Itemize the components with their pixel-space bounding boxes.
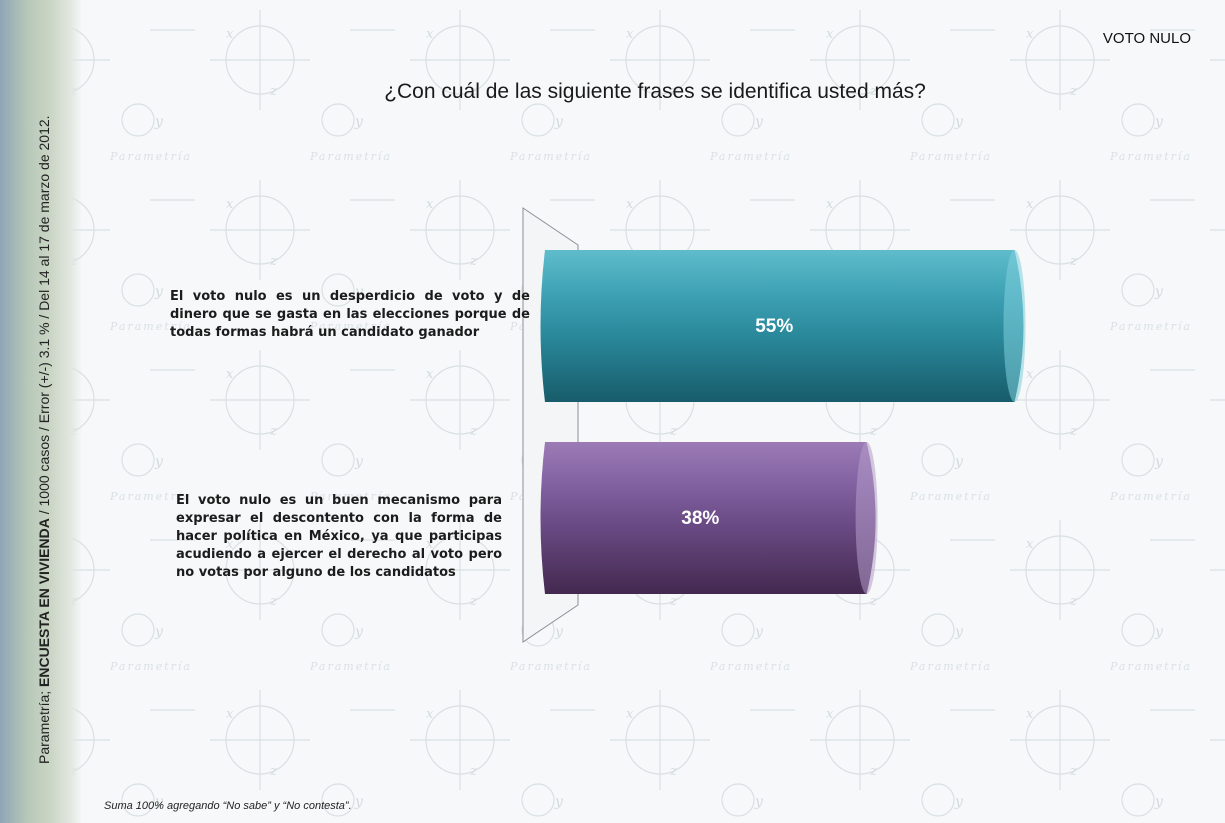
bar-2 — [540, 442, 876, 594]
bar-1 — [540, 250, 1024, 402]
footnote: Suma 100% agregando “No sabe” y “No cont… — [104, 800, 352, 812]
bar-end-cap-2 — [855, 442, 878, 594]
bar-value-label-1: 55% — [755, 316, 793, 337]
section-label: VOTO NULO — [1102, 30, 1191, 47]
bar-value-label-2: 38% — [681, 508, 719, 529]
category-label-1: El voto nulo es un desperdicio de voto y… — [170, 289, 530, 340]
category-label-2: El voto nulo es un buen mecanismo para e… — [176, 493, 502, 580]
bar-group: 55% 38% — [540, 250, 1026, 594]
bar-end-cap-1 — [1003, 250, 1026, 402]
chart-title: ¿Con cuál de las siguiente frases se ide… — [384, 80, 926, 103]
decorative-side-strip — [0, 0, 82, 823]
